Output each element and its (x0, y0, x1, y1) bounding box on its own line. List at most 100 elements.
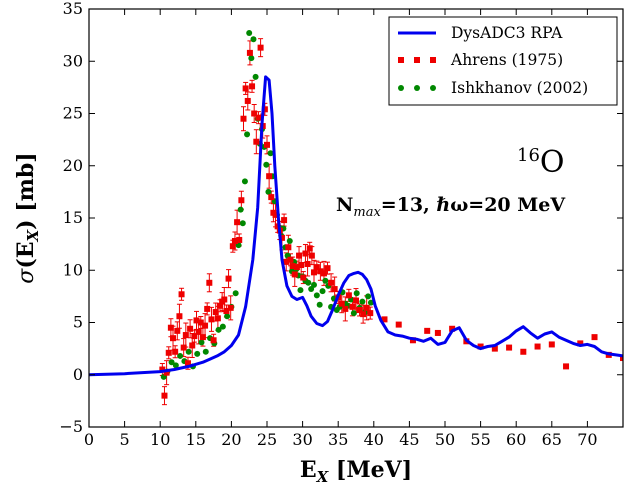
ahrens-point (506, 344, 513, 351)
ahrens-point (238, 197, 245, 204)
x-tick-label: 50 (435, 430, 455, 449)
y-tick-label: 5 (73, 313, 83, 332)
dysadc3-rpa-line (89, 75, 623, 377)
y-tick-label: 20 (63, 156, 83, 175)
legend-marker-ishkhanov (430, 85, 436, 91)
ahrens-point (217, 302, 224, 309)
legend-marker-ishkhanov (414, 85, 420, 91)
ishkhanov-point (219, 323, 226, 330)
x-tick-label: 5 (120, 430, 130, 449)
ahrens-point (308, 252, 315, 259)
ahrens-point (331, 286, 338, 293)
y-tick-label: 35 (63, 0, 83, 18)
ishkhanov-point (215, 326, 222, 333)
ahrens-point (195, 328, 202, 335)
ishkhanov-point (168, 359, 175, 366)
ahrens-point (242, 85, 249, 92)
ahrens-point (287, 256, 294, 263)
ahrens-point (434, 329, 441, 336)
x-tick-label: 15 (186, 430, 206, 449)
ishkhanov-point (319, 288, 326, 295)
ahrens-point (293, 264, 300, 271)
ahrens-point (189, 342, 196, 349)
ishkhanov-point (365, 293, 372, 300)
ahrens-point (409, 337, 416, 344)
ahrens-point (197, 319, 204, 326)
ahrens-point (285, 244, 292, 251)
ahrens-point (304, 260, 311, 267)
x-tick-label: 10 (150, 430, 170, 449)
ahrens-point (548, 341, 555, 348)
ahrens-point (202, 322, 209, 329)
legend-marker-ahrens (430, 57, 436, 63)
plot-area (89, 30, 623, 406)
ahrens-point (328, 279, 335, 286)
ishkhanov-point (232, 290, 239, 297)
x-tick-label: 20 (221, 430, 241, 449)
ahrens-point (182, 332, 189, 339)
ahrens-point (184, 360, 191, 367)
ahrens-point (424, 327, 431, 334)
ishkhanov-point (313, 292, 320, 299)
ahrens-point (244, 97, 251, 104)
ahrens-point (620, 355, 623, 362)
ishkhanov-point (177, 352, 184, 359)
ishkhanov-point (224, 313, 231, 320)
y-tick-label: 0 (73, 365, 83, 384)
x-tick-label: 40 (364, 430, 384, 449)
ahrens-point (278, 234, 285, 241)
ahrens-point (349, 303, 356, 310)
ahrens-point (212, 309, 219, 316)
ahrens-point (206, 279, 213, 286)
ahrens-point (563, 363, 570, 370)
ishkhanov-point (185, 348, 192, 355)
ahrens-point (170, 335, 177, 342)
ishkhanov-point (237, 206, 244, 213)
ahrens-point (313, 264, 320, 271)
ahrens-point (291, 271, 298, 278)
ahrens-point (395, 321, 402, 328)
ahrens-point (236, 236, 243, 243)
ahrens-point (338, 300, 345, 307)
ishkhanov-point (241, 178, 248, 185)
ahrens-point (320, 270, 327, 277)
ahrens-point (204, 305, 211, 312)
ishkhanov-point (367, 299, 374, 306)
legend: DysADC3 RPA Ahrens (1975) Ishkhanov (200… (388, 16, 618, 106)
ahrens-point (272, 211, 279, 218)
legend-label-ahrens: Ahrens (1975) (450, 51, 563, 69)
ishkhanov-point (202, 348, 209, 355)
ahrens-point (234, 219, 241, 226)
y-tick-label: −5 (59, 417, 83, 436)
x-tick-label: 70 (577, 430, 597, 449)
ahrens-error-bars (159, 38, 373, 406)
ahrens-point (172, 348, 179, 355)
ishkhanov-point (286, 237, 293, 244)
nucleus-label: 16O (517, 145, 565, 180)
ahrens-point (591, 334, 598, 341)
ishkhanov-point (353, 290, 360, 297)
ahrens-point (178, 291, 185, 298)
ahrens-point (251, 110, 258, 117)
ahrens-point (223, 308, 230, 315)
ahrens-point (161, 392, 168, 399)
legend-marker-ahrens (398, 57, 404, 63)
y-axis-label: σ(EX) [mb] (13, 152, 42, 283)
ishkhanov-point (239, 220, 246, 227)
ahrens-point (296, 252, 303, 259)
x-tick-label: 55 (470, 430, 490, 449)
ishkhanov-point (172, 362, 179, 369)
ahrens-point (227, 304, 234, 311)
y-tick-label: 30 (63, 51, 83, 70)
ahrens-point (367, 310, 374, 317)
ishkhanov-point (297, 287, 304, 294)
axes: 0 5 10 15 20 25 30 35 40 45 50 55 60 65 70−50510152025… (59, 0, 623, 449)
parameters-label: Nmax=13, ℏω=20 MeV (336, 194, 566, 220)
ahrens-point (229, 243, 236, 250)
ishkhanov-point (305, 279, 312, 286)
ishkhanov-point (310, 281, 317, 288)
ahrens-point (283, 258, 290, 265)
ahrens-point (257, 44, 264, 51)
ahrens-point (187, 325, 194, 332)
ahrens-point (266, 173, 273, 180)
